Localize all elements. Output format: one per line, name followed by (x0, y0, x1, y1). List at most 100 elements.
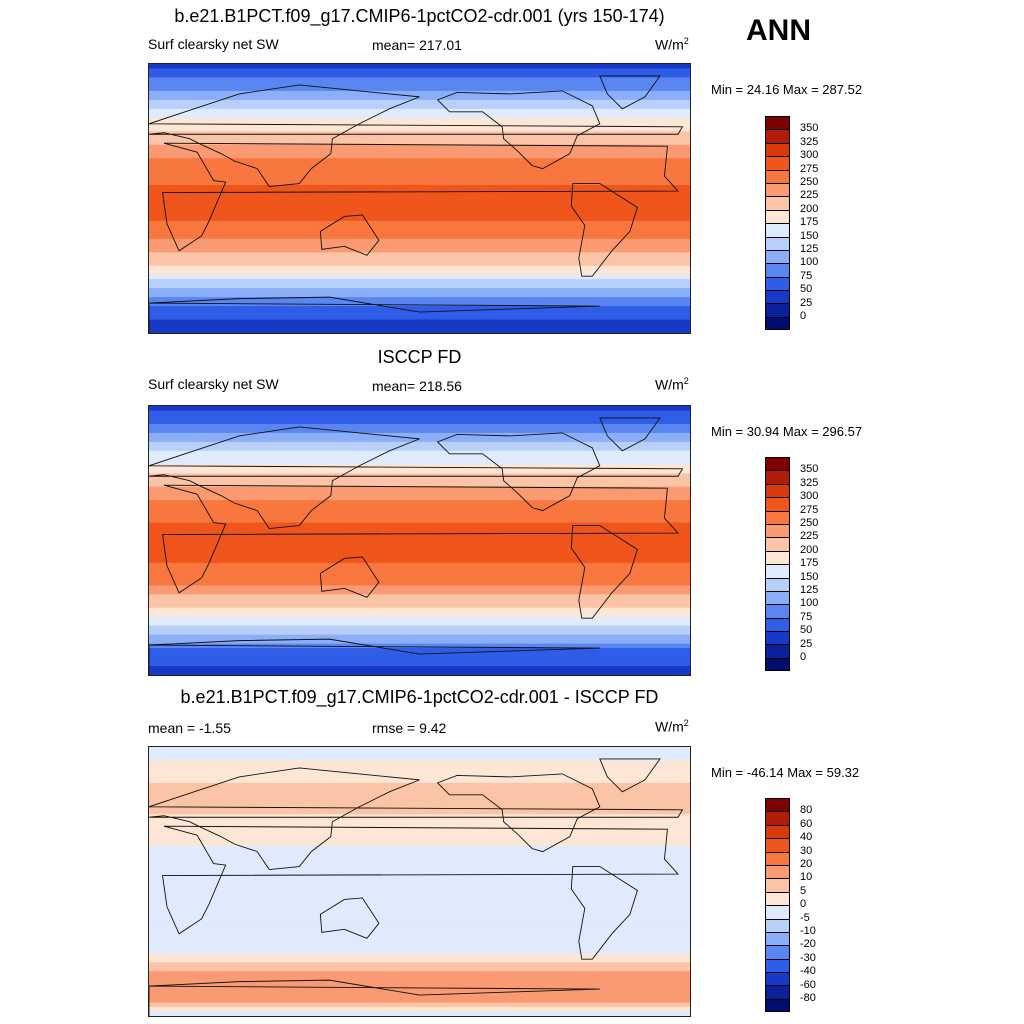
contour-band (149, 274, 690, 280)
contour-band (149, 500, 690, 506)
colorbar-tick-label: 0 (800, 651, 807, 663)
contour-band (149, 805, 690, 811)
panel-2-mean: mean= 218.56 (372, 378, 462, 394)
colorbar-tick-label: 150 (800, 570, 819, 583)
contour-band (149, 903, 690, 909)
colorbar-tick-label: 25 (800, 296, 813, 309)
colorbar-tick-label: 300 (800, 149, 819, 162)
contour-band (149, 769, 690, 775)
panel-3-units: W/m2 (655, 718, 689, 735)
contour-band (149, 513, 690, 519)
contour-band (149, 1002, 690, 1008)
contour-band (149, 468, 690, 474)
colorbar-swatch (765, 838, 790, 852)
contour-band (149, 247, 690, 253)
contour-band (149, 832, 690, 838)
contour-band (149, 220, 690, 226)
coastline (162, 825, 679, 935)
colorbar-tick-label: 20 (800, 858, 813, 870)
contour-band (149, 877, 690, 883)
contour-band (149, 908, 690, 914)
contour-band (149, 68, 690, 74)
colorbar-swatch (765, 457, 790, 471)
contour-band (149, 229, 690, 235)
colorbar-tick-label: 0 (800, 310, 807, 322)
contour-band (149, 90, 690, 96)
contour-band (149, 818, 690, 824)
contour-band (149, 894, 690, 901)
colorbar-swatch (765, 945, 790, 959)
colorbar-tick-label: 325 (800, 135, 819, 148)
contour-band (149, 899, 690, 905)
colorbar-tick-label: 50 (800, 624, 813, 637)
contour-band (149, 957, 690, 963)
colorbar-swatch (765, 470, 790, 484)
contour-band (149, 643, 690, 649)
colorbar-swatch (765, 129, 790, 143)
colorbar-swatch (765, 604, 790, 618)
colorbar-swatch (765, 644, 790, 658)
contour-band (149, 567, 690, 573)
colorbar-swatch (765, 142, 790, 157)
contour-band (149, 778, 690, 784)
contour-band (149, 562, 690, 568)
colorbar-tick-label: -30 (800, 951, 816, 964)
contour-band (149, 144, 690, 150)
colorbar-tick-label: -80 (800, 992, 816, 1004)
colorbar-tick-label: -20 (800, 938, 816, 951)
map-field (149, 747, 690, 1016)
contour-band (149, 863, 690, 869)
contour-band (149, 921, 690, 927)
colorbar-tick-label: 50 (800, 283, 813, 296)
colorbar-tick-label: 60 (800, 817, 813, 830)
contour-band (149, 328, 690, 333)
contour-band (149, 211, 690, 218)
colorbar-tick-label: -5 (800, 911, 810, 924)
colorbar-swatch (765, 236, 790, 250)
contour-band (149, 441, 690, 447)
colorbar-tick-label: 200 (800, 543, 819, 556)
contour-band (149, 527, 690, 533)
contour-band (149, 912, 690, 918)
contour-band (149, 639, 690, 645)
coastline (570, 866, 638, 960)
contour-band (149, 459, 690, 465)
colorbar-swatch (765, 878, 790, 892)
contour-band (149, 279, 690, 285)
colorbar-tick-label: 25 (800, 637, 813, 650)
coastline (149, 296, 600, 333)
contour-band (149, 194, 690, 200)
colorbar-swatch (765, 182, 790, 197)
contour-band (149, 464, 690, 470)
colorbar-tick-label: 100 (800, 256, 819, 269)
panel-3-title: b.e21.B1PCT.f09_g17.CMIP6-1pctCO2-cdr.00… (180, 687, 659, 707)
colorbar-swatch (765, 290, 790, 304)
contour-band (149, 993, 690, 999)
contour-band (149, 432, 690, 438)
colorbar-tick-label: 80 (800, 804, 813, 817)
contour-band (149, 787, 690, 793)
contour-band (149, 64, 690, 70)
contour-band (149, 140, 690, 146)
panel-3-colorbar (765, 798, 790, 1013)
colorbar-swatch (765, 523, 790, 538)
colorbar-tick-label: 5 (800, 884, 807, 897)
colorbar-tick-label: 75 (800, 610, 813, 623)
contour-band (149, 571, 690, 577)
panel-2-colorbar (765, 457, 790, 672)
contour-band (149, 149, 690, 155)
colorbar-tick-label: 350 (800, 122, 819, 135)
contour-band (149, 827, 690, 833)
coastline (570, 183, 638, 277)
colorbar-swatch (765, 972, 790, 986)
contour-band (149, 666, 690, 672)
contour-band (149, 944, 690, 950)
contour-band (149, 86, 690, 92)
contour-band (149, 854, 690, 860)
contour-band (149, 544, 690, 551)
panel-2-map (148, 405, 691, 676)
colorbar-swatch (765, 577, 790, 591)
panel-3-map (148, 746, 691, 1017)
contour-band (149, 791, 690, 797)
contour-band (149, 99, 690, 105)
